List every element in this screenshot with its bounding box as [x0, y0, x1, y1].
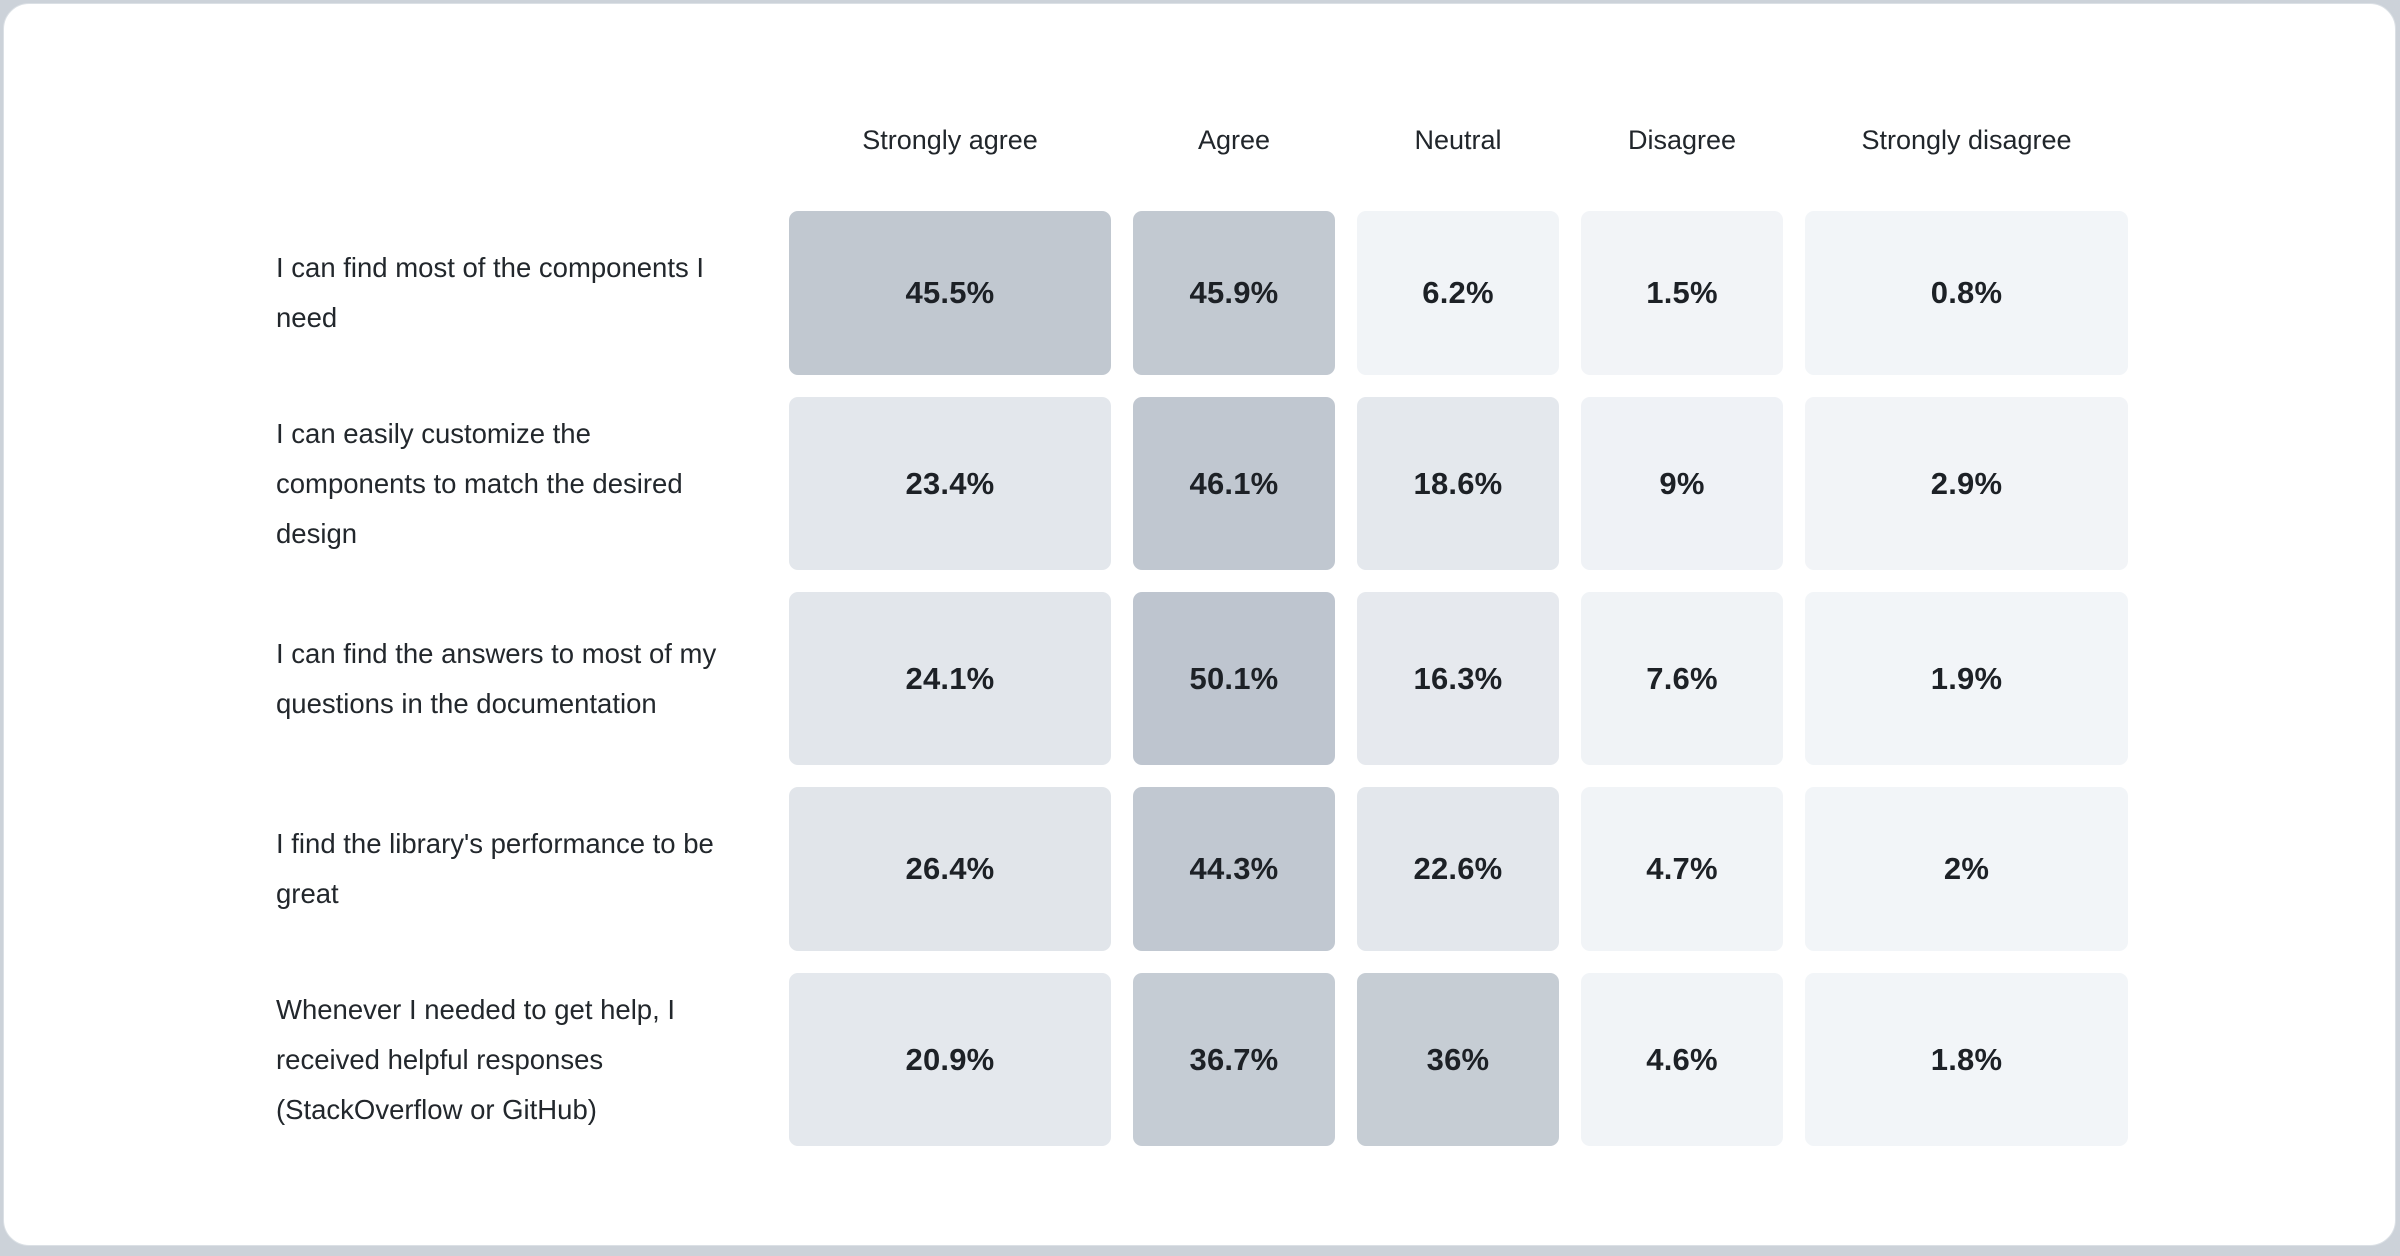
table-row: I can find the answers to most of my que…: [4, 592, 2395, 765]
heatmap-rows: I can find most of the components I need…: [4, 211, 2395, 1146]
heatmap-cell: 45.5%: [789, 211, 1111, 375]
table-row: I find the library's performance to be g…: [4, 787, 2395, 951]
heatmap-cell: 20.9%: [789, 973, 1111, 1146]
heatmap-cell: 1.5%: [1581, 211, 1783, 375]
heatmap-cell: 46.1%: [1133, 397, 1335, 570]
column-header-disagree: Disagree: [1627, 124, 1737, 155]
heatmap-cell: 23.4%: [789, 397, 1111, 570]
heatmap-cell: 0.8%: [1805, 211, 2128, 375]
heatmap-cell: 36.7%: [1133, 973, 1335, 1146]
column-header-strongly-disagree: Strongly disagree: [1861, 124, 2072, 155]
heatmap-cell: 22.6%: [1357, 787, 1559, 951]
table-row: Whenever I needed to get help, I receive…: [4, 973, 2395, 1146]
heatmap-cell: 44.3%: [1133, 787, 1335, 951]
survey-results-card: Strongly agree Agree Neutral Disagree St…: [3, 3, 2396, 1246]
row-label: I can find the answers to most of my que…: [276, 637, 717, 719]
row-label: I find the library's performance to be g…: [276, 828, 714, 909]
row-label: I can find most of the components I need: [276, 252, 705, 333]
heatmap-cell: 4.7%: [1581, 787, 1783, 951]
heatmap-cell: 50.1%: [1133, 592, 1335, 765]
heatmap-cell: 1.9%: [1805, 592, 2128, 765]
row-label: Whenever I needed to get help, I receive…: [276, 993, 676, 1125]
heatmap-cell: 2.9%: [1805, 397, 2128, 570]
heatmap-cell: 26.4%: [789, 787, 1111, 951]
heatmap-cell: 1.8%: [1805, 973, 2128, 1146]
column-header-neutral: Neutral: [1414, 124, 1502, 155]
table-row: I can easily customize the components to…: [4, 397, 2395, 570]
table-row: I can find most of the components I need…: [4, 211, 2395, 375]
row-label: I can easily customize the components to…: [276, 417, 683, 549]
column-header-row: Strongly agree Agree Neutral Disagree St…: [4, 100, 2395, 180]
heatmap-cell: 2%: [1805, 787, 2128, 951]
heatmap-cell: 9%: [1581, 397, 1783, 570]
heatmap-cell: 4.6%: [1581, 973, 1783, 1146]
heatmap-cell: 7.6%: [1581, 592, 1783, 765]
column-header-strongly-agree: Strongly agree: [862, 124, 1038, 155]
heatmap-cell: 6.2%: [1357, 211, 1559, 375]
heatmap-cell: 45.9%: [1133, 211, 1335, 375]
heatmap-cell: 16.3%: [1357, 592, 1559, 765]
heatmap-cell: 24.1%: [789, 592, 1111, 765]
column-header-agree: Agree: [1197, 124, 1271, 155]
heatmap-cell: 36%: [1357, 973, 1559, 1146]
heatmap-cell: 18.6%: [1357, 397, 1559, 570]
